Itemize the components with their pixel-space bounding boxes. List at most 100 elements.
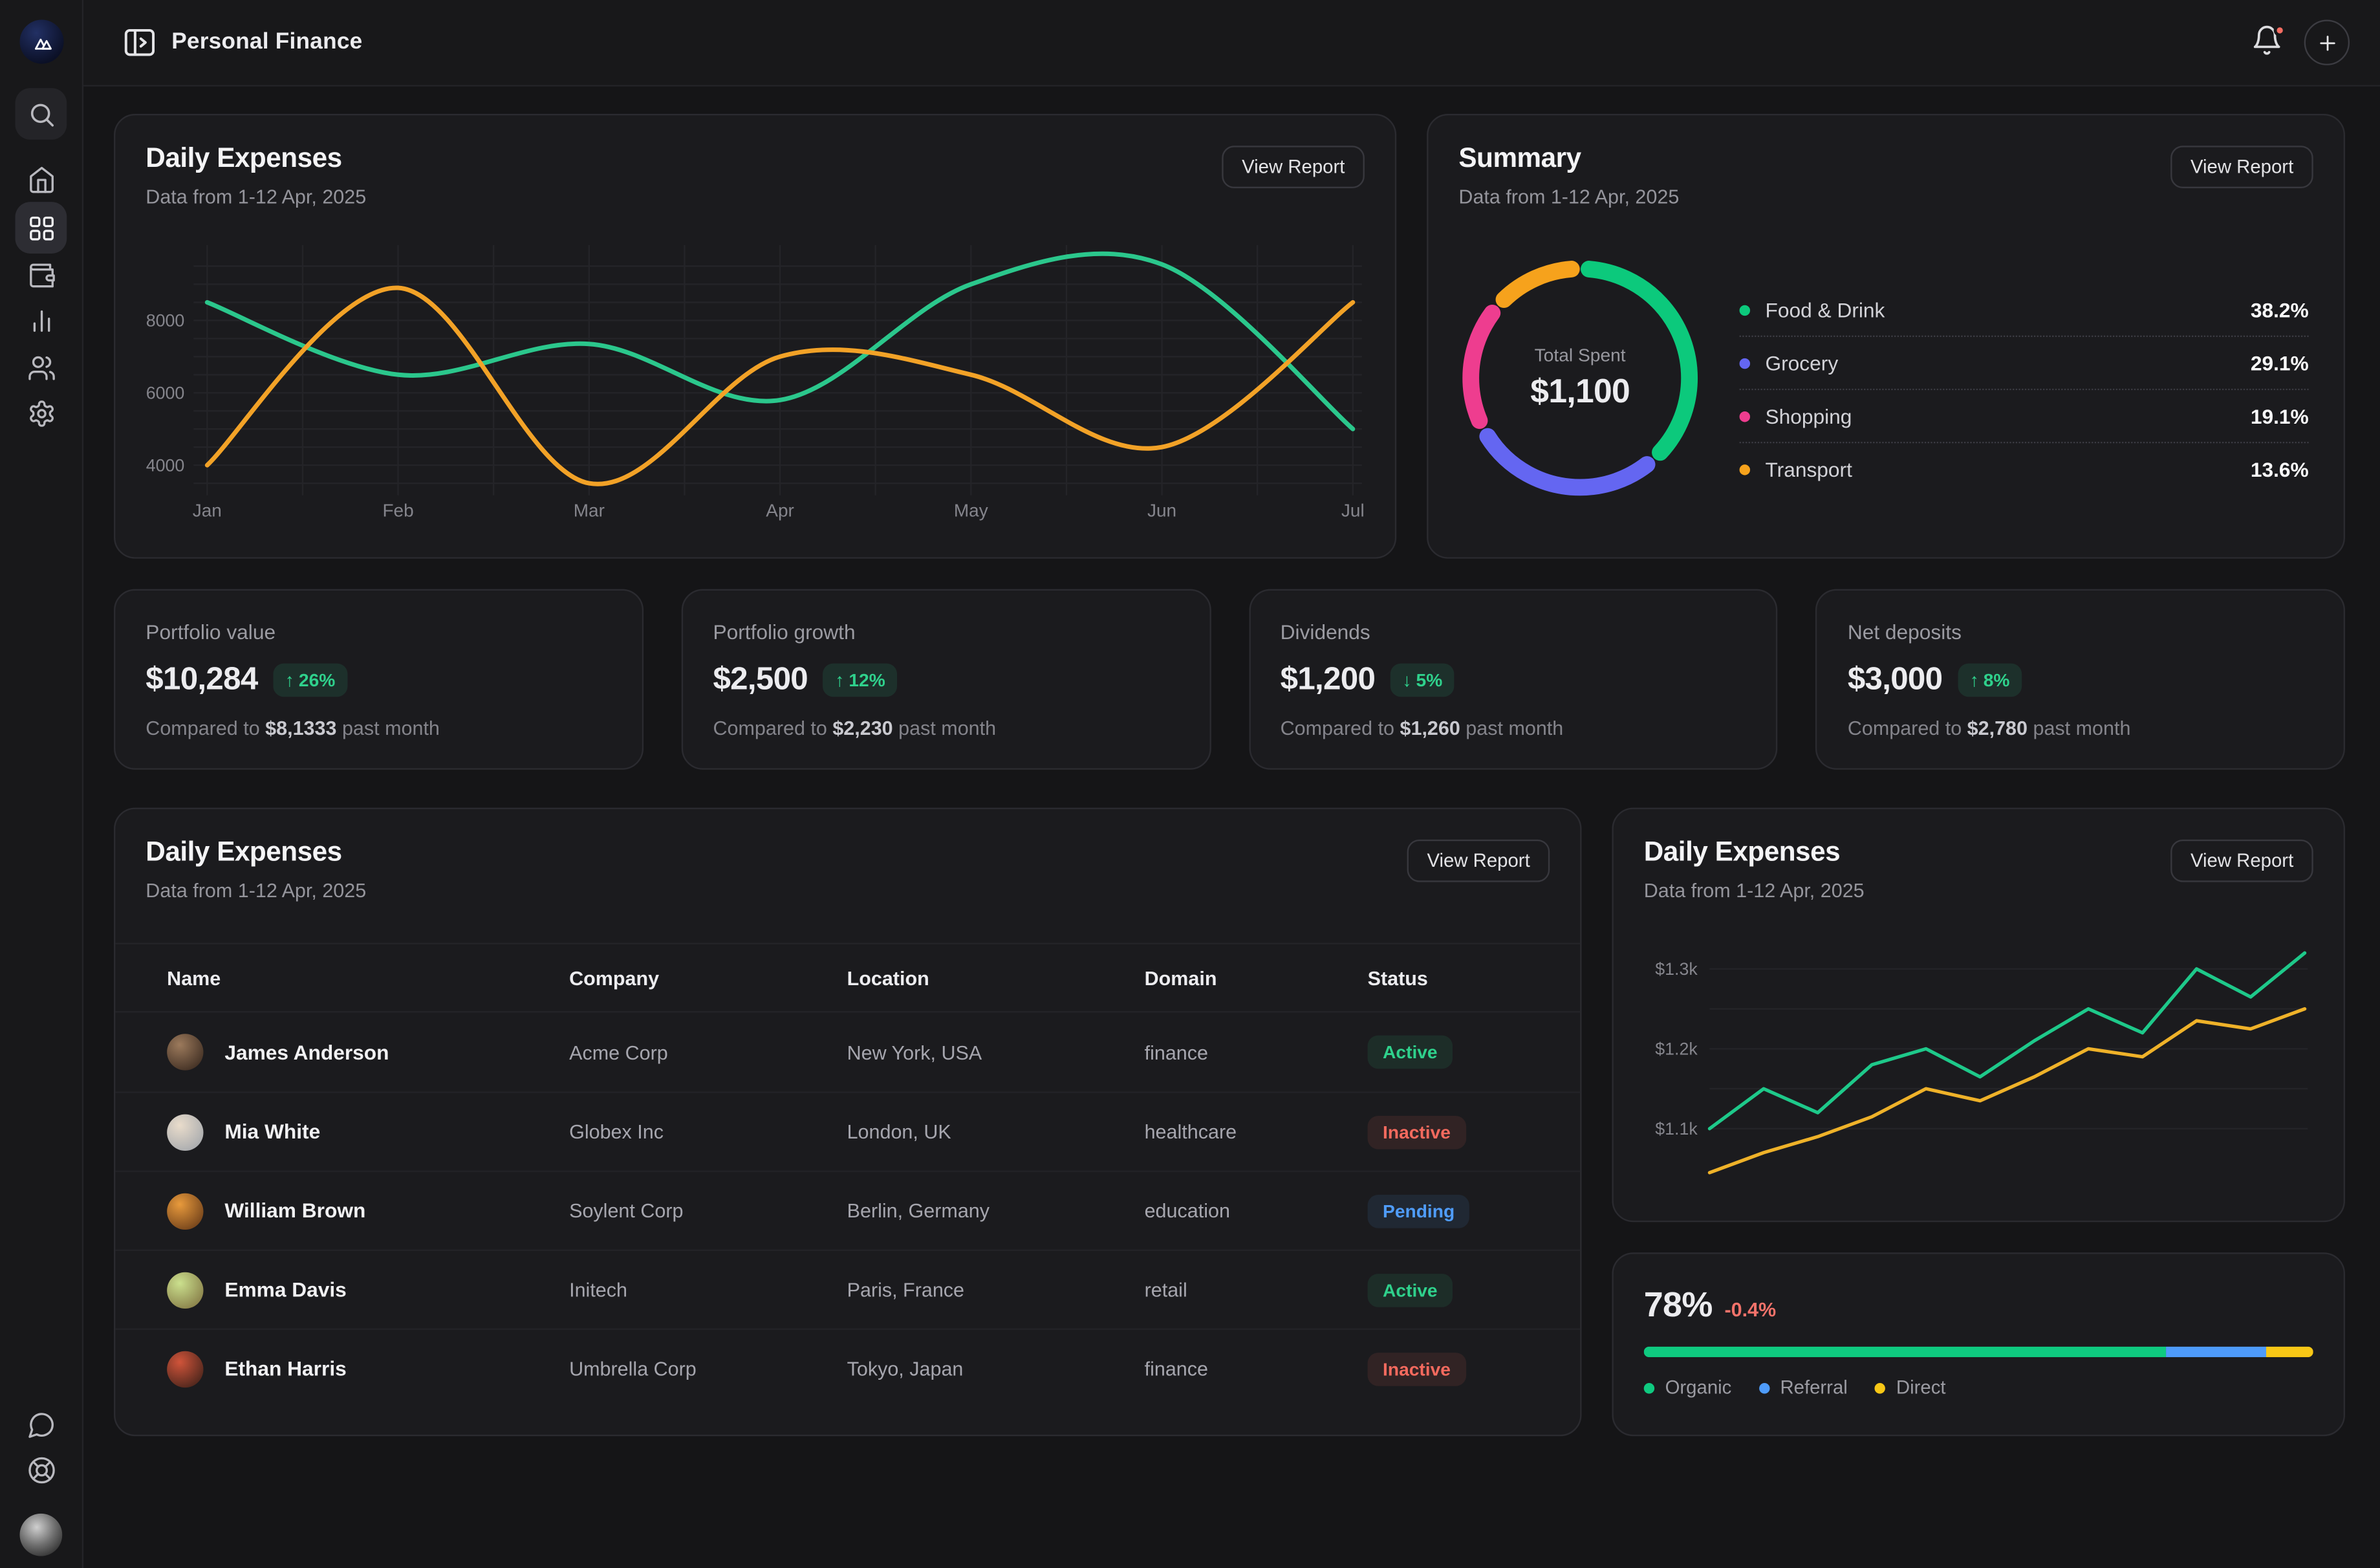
view-report-button[interactable]: View Report: [1222, 146, 1365, 189]
user-avatar[interactable]: [19, 1513, 63, 1556]
donut-center: Total Spent $1,100: [1453, 250, 1707, 505]
stat-value: $2,500: [713, 662, 808, 697]
stat-value-row: $10,284 ↑ 26%: [146, 662, 611, 698]
bar-chart-icon: [27, 306, 56, 335]
mountain-logo-icon: [29, 29, 55, 55]
stat-change-badge: ↑ 12%: [823, 663, 898, 697]
sidebar-item-dashboard[interactable]: [15, 202, 67, 254]
page-title: Personal Finance: [171, 28, 363, 55]
cell-name: Emma Davis: [167, 1271, 569, 1308]
progress-legend-item-referral: Referral: [1758, 1377, 1848, 1399]
add-button[interactable]: [2304, 19, 2350, 65]
stat-value: $1,200: [1280, 662, 1376, 697]
progress-segment-direct: [2266, 1346, 2313, 1358]
card-title: Daily Expenses: [146, 142, 342, 173]
panel-toggle-icon[interactable]: [122, 25, 158, 61]
sidebar-item-users[interactable]: [23, 349, 59, 386]
table-body: James Anderson Acme Corp New York, USA fina…: [115, 1012, 1581, 1434]
search-icon: [27, 100, 56, 129]
legend-label: Referral: [1780, 1377, 1848, 1399]
svg-text:May: May: [954, 500, 988, 520]
legend-dot-icon: [1739, 357, 1751, 369]
cell-location: Paris, France: [847, 1278, 965, 1301]
row-avatar: [167, 1192, 204, 1229]
cell-domain: education: [1144, 1199, 1230, 1223]
status-badge: Active: [1367, 1035, 1453, 1069]
stat-card-dividends: Dividends $1,200 ↓ 5% Compared to $1,260 pas…: [1248, 589, 1778, 770]
table-row[interactable]: James Anderson Acme Corp New York, USA fina…: [115, 1012, 1580, 1091]
legend-item-transport: Transport 13.6%: [1739, 443, 2309, 496]
sidebar-item-help[interactable]: [23, 1452, 59, 1488]
card-subtitle: Data from 1-12 Apr, 2025: [1458, 185, 1680, 208]
arrow-down-icon: ↓: [1402, 670, 1412, 691]
legend-dot-icon: [1739, 304, 1751, 315]
sidebar-search-button[interactable]: [15, 88, 67, 140]
sidebar-item-home[interactable]: [23, 161, 59, 197]
svg-text:Apr: Apr: [766, 500, 794, 520]
cell-company: Globex Inc: [569, 1120, 664, 1144]
arrow-up-icon: ↑: [285, 670, 294, 691]
svg-text:Jul: Jul: [1341, 500, 1365, 520]
cell-name: William Brown: [167, 1192, 569, 1229]
progress-value: 78%: [1643, 1284, 1713, 1324]
stat-compare-text: Compared to $1,260 past month: [1280, 716, 1564, 739]
cell-location: New York, USA: [847, 1040, 982, 1064]
sidebar-item-analytics[interactable]: [23, 302, 59, 338]
legend-dot-icon: [1739, 410, 1751, 422]
arrow-up-icon: ↑: [835, 670, 845, 691]
view-report-button[interactable]: View Report: [2170, 146, 2313, 189]
sidebar-item-wallet[interactable]: [23, 257, 59, 293]
table-row[interactable]: William Brown Soylent Corp Berlin, Germany…: [115, 1170, 1581, 1249]
stat-label: Net deposits: [1847, 620, 1962, 644]
wallet-icon: [27, 261, 56, 290]
legend-item-food-drink: Food & Drink 38.2%: [1739, 284, 2309, 338]
legend-percent: 13.6%: [2250, 458, 2309, 481]
stat-value-row: $3,000 ↑ 8%: [1848, 662, 2313, 698]
svg-text:8000: 8000: [146, 311, 185, 331]
stats-row: Portfolio value $10,284 ↑ 26% Compared to $8…: [114, 589, 2346, 770]
legend-label: Shopping: [1765, 404, 1852, 428]
contact-name: Ethan Harris: [224, 1357, 347, 1380]
view-report-button[interactable]: View Report: [1407, 839, 1550, 882]
table-row[interactable]: Emma Davis Initech Paris, France retail Acti…: [115, 1249, 1581, 1329]
status-badge: Inactive: [1367, 1351, 1466, 1386]
legend-dot-icon: [1875, 1382, 1886, 1393]
cell-domain: finance: [1144, 1040, 1208, 1064]
summary-legend: Food & Drink 38.2% Grocery 29.1% Shopping 19.…: [1739, 284, 2309, 497]
dashboard-grid-icon: [27, 213, 56, 243]
card-title: Daily Expenses: [1643, 836, 1841, 867]
cell-company: Acme Corp: [569, 1040, 668, 1064]
card-subtitle: Data from 1-12 Apr, 2025: [146, 185, 367, 208]
cell-location: London, UK: [847, 1120, 951, 1144]
legend-item-shopping: Shopping 19.1%: [1739, 390, 2309, 444]
table-row[interactable]: Ethan Harris Umbrella Corp Tokyo, Japan fin…: [115, 1328, 1581, 1408]
table-row[interactable]: Mia White Globex Inc London, UK healthcare I…: [115, 1091, 1581, 1170]
stat-value-row: $1,200 ↓ 5%: [1281, 662, 1746, 698]
sidebar-item-chat[interactable]: [23, 1406, 59, 1442]
notifications-button[interactable]: [2251, 24, 2288, 61]
cell-name: Mia White: [167, 1113, 569, 1150]
svg-text:Mar: Mar: [574, 500, 605, 520]
donut-center-value: $1,100: [1530, 372, 1630, 410]
card-subtitle: Data from 1-12 Apr, 2025: [146, 878, 367, 902]
svg-text:$1.2k: $1.2k: [1655, 1040, 1698, 1059]
spending-donut-chart: [1462, 260, 1698, 496]
progress-segment-organic: [1643, 1346, 2167, 1358]
row-avatar: [167, 1113, 204, 1150]
view-report-button[interactable]: View Report: [2170, 839, 2313, 882]
progress-segment-referral: [2166, 1346, 2267, 1358]
brand-logo[interactable]: [19, 19, 64, 64]
legend-dot-icon: [1643, 1382, 1655, 1393]
users-icon: [27, 353, 56, 382]
table-head-name: Name: [167, 966, 221, 990]
arrow-up-icon: ↑: [1969, 670, 1979, 691]
stat-change-value: 8%: [1983, 670, 2010, 691]
legend-label: Organic: [1665, 1377, 1732, 1399]
sidebar-item-settings[interactable]: [23, 395, 59, 431]
legend-item-grocery: Grocery 29.1%: [1739, 337, 2309, 391]
progress-legend-item-direct: Direct: [1875, 1377, 1946, 1399]
cell-company: Soylent Corp: [569, 1199, 684, 1223]
stat-change-badge: ↑ 8%: [1957, 663, 2022, 697]
status-badge: Inactive: [1367, 1115, 1466, 1149]
